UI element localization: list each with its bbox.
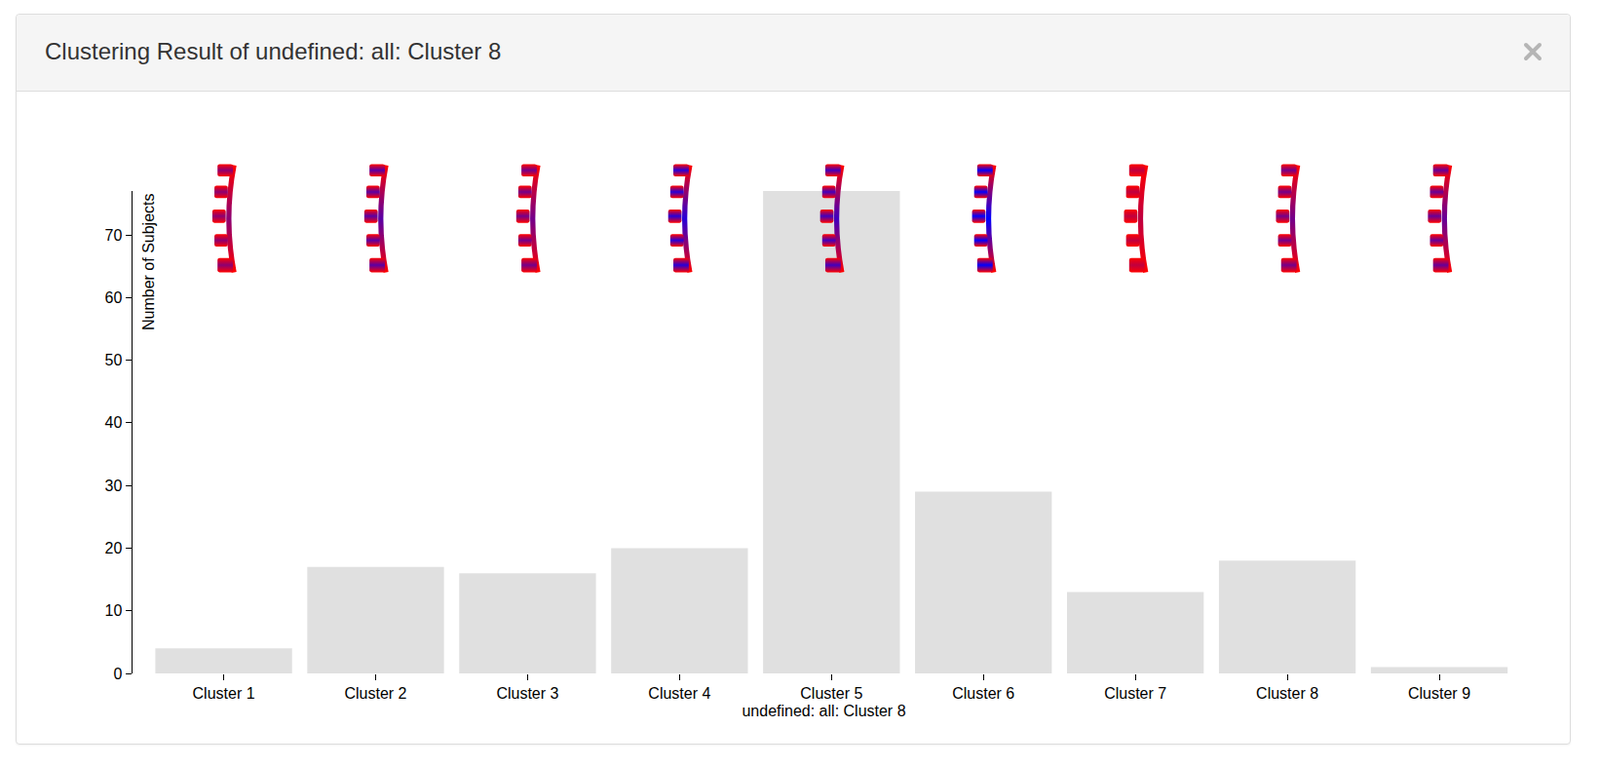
svg-text:Cluster 2: Cluster 2	[343, 685, 407, 702]
svg-text:Cluster 8: Cluster 8	[1256, 685, 1319, 702]
svg-text:50: 50	[105, 351, 123, 369]
svg-text:Cluster 4: Cluster 4	[647, 685, 711, 702]
svg-text:20: 20	[105, 539, 123, 557]
svg-text:60: 60	[105, 289, 123, 306]
svg-text:Cluster 3: Cluster 3	[495, 685, 559, 702]
svg-text:undefined: all: Cluster 8: undefined: all: Cluster 8	[741, 702, 906, 720]
html-text:Clustering Result of undefined: Clustering Result of undefined: all: Clu…	[44, 38, 502, 65]
svg-text:Cluster 5: Cluster 5	[800, 685, 863, 702]
svg-text:Cluster 6: Cluster 6	[952, 685, 1015, 702]
svg-text:Cluster 7: Cluster 7	[1104, 685, 1167, 702]
svg-text:Number of Subjects: Number of Subjects	[140, 192, 157, 331]
svg-text:Cluster 9: Cluster 9	[1408, 685, 1471, 702]
svg-text:70: 70	[105, 227, 123, 244]
svg-text:0: 0	[113, 665, 122, 683]
svg-text:10: 10	[105, 602, 123, 619]
svg-text:Cluster 1: Cluster 1	[192, 685, 256, 702]
svg-text:30: 30	[105, 477, 123, 495]
svg-text:40: 40	[105, 414, 123, 431]
